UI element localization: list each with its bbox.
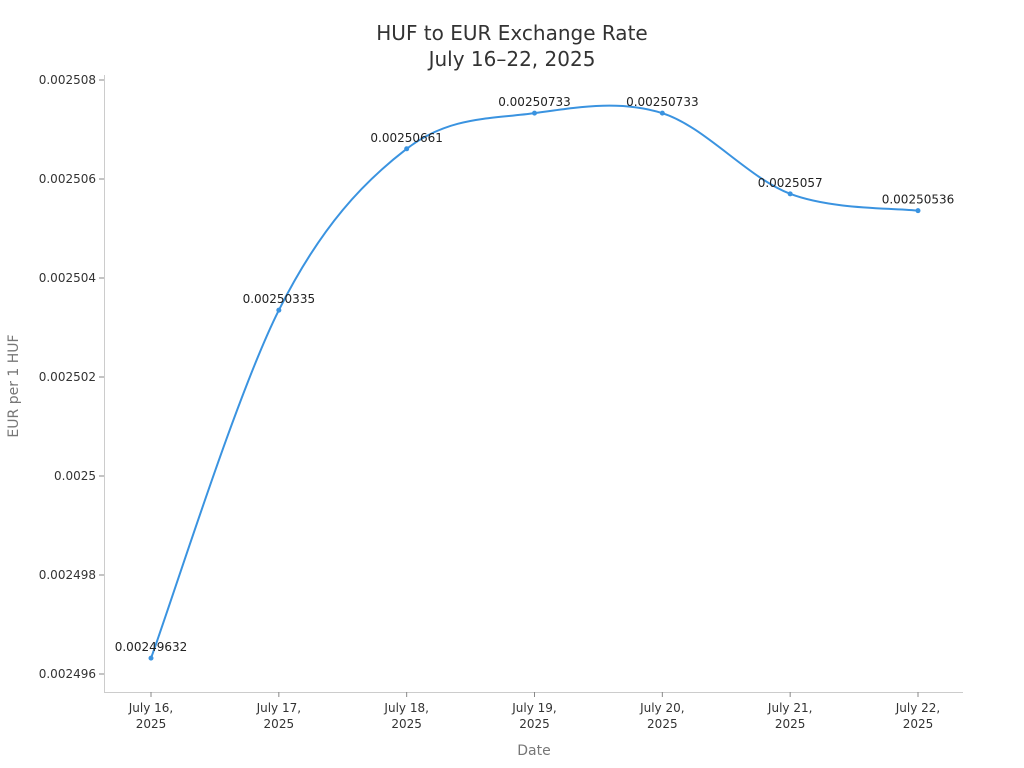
y-axis-ticks: 0.002496 0.002498 0.0025 0.002502 0.002504 0.… <box>39 73 104 681</box>
x-tick-label-year: 2025 <box>775 717 806 731</box>
data-point <box>531 110 537 116</box>
y-tick-label: 0.002508 <box>39 73 96 87</box>
data-label: 0.0025057 <box>758 176 823 190</box>
data-label: 0.00250536 <box>882 193 955 207</box>
y-tick-label: 0.002506 <box>39 172 96 186</box>
x-tick-label-year: 2025 <box>264 717 295 731</box>
x-axis-ticks: July 16, 2025 July 17, 2025 July 18, 2025 July… <box>128 692 940 731</box>
data-point <box>787 191 793 197</box>
y-axis-title: EUR per 1 HUF <box>6 334 22 437</box>
data-label: 0.00250733 <box>498 95 571 109</box>
data-point <box>148 655 154 661</box>
x-axis-title: Date <box>517 743 550 759</box>
x-tick-label-year: 2025 <box>391 717 422 731</box>
x-tick-label-year: 2025 <box>519 717 550 731</box>
y-tick-label: 0.002498 <box>39 568 96 582</box>
data-point <box>915 208 921 214</box>
x-tick-label-year: 2025 <box>647 717 678 731</box>
chart-title: HUF to EUR Exchange Rate <box>376 21 647 45</box>
data-points <box>148 110 921 661</box>
data-point <box>659 110 665 116</box>
x-tick-label: July 18, <box>383 701 428 715</box>
y-tick-label: 0.002502 <box>39 370 96 384</box>
x-tick-label: July 16, <box>128 701 173 715</box>
x-tick-label: July 21, <box>767 701 812 715</box>
data-label: 0.00249632 <box>115 640 188 654</box>
series-line <box>150 104 919 659</box>
data-label: 0.00250733 <box>626 95 699 109</box>
x-tick-label: July 19, <box>511 701 556 715</box>
data-point <box>404 146 410 152</box>
data-point <box>276 307 282 313</box>
x-tick-label-year: 2025 <box>903 717 934 731</box>
data-label: 0.00250661 <box>370 131 443 145</box>
y-tick-label: 0.002504 <box>39 271 96 285</box>
chart-subtitle: July 16–22, 2025 <box>427 47 596 71</box>
data-label: 0.00250335 <box>243 292 316 306</box>
x-tick-label: July 22, <box>895 701 940 715</box>
x-tick-label: July 20, <box>639 701 684 715</box>
x-tick-label-year: 2025 <box>136 717 167 731</box>
data-labels: 0.00249632 0.00250335 0.00250661 0.00250733… <box>115 95 955 654</box>
y-tick-label: 0.002496 <box>39 667 96 681</box>
axes <box>104 75 963 693</box>
x-tick-label: July 17, <box>256 701 301 715</box>
y-tick-label: 0.0025 <box>54 469 96 483</box>
